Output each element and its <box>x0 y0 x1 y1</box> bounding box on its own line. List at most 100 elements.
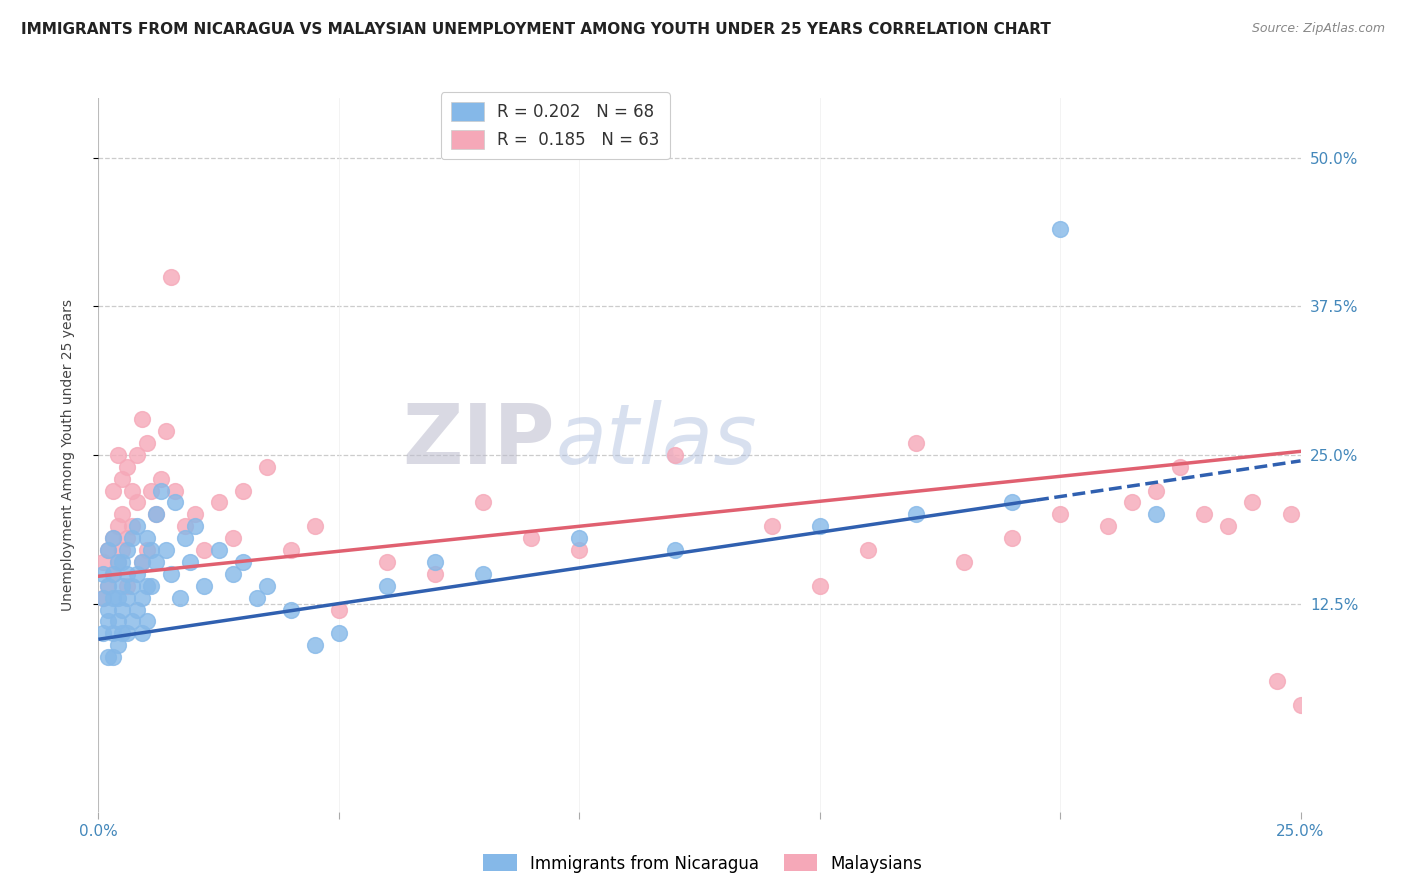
Point <box>423 555 446 569</box>
Point <box>125 519 148 533</box>
Point <box>91 566 114 581</box>
Point <box>159 566 181 581</box>
Point <box>117 566 139 581</box>
Point <box>117 531 139 545</box>
Point <box>131 412 153 426</box>
Point <box>1279 508 1302 522</box>
Point <box>117 543 139 558</box>
Point <box>953 555 976 569</box>
Point <box>111 543 134 558</box>
Point <box>101 531 124 545</box>
Point <box>208 495 231 509</box>
Point <box>280 543 302 558</box>
Point <box>107 448 129 462</box>
Point <box>1001 495 1024 509</box>
Point <box>328 602 350 616</box>
Point <box>174 531 197 545</box>
Point <box>1144 508 1167 522</box>
Point <box>179 555 201 569</box>
Point <box>165 495 187 509</box>
Point <box>246 591 269 605</box>
Point <box>101 483 124 498</box>
Point <box>568 531 591 545</box>
Text: atlas: atlas <box>555 401 756 481</box>
Point <box>904 436 927 450</box>
Text: IMMIGRANTS FROM NICARAGUA VS MALAYSIAN UNEMPLOYMENT AMONG YOUTH UNDER 25 YEARS C: IMMIGRANTS FROM NICARAGUA VS MALAYSIAN U… <box>21 22 1050 37</box>
Point <box>111 555 134 569</box>
Point <box>222 566 245 581</box>
Point <box>149 483 172 498</box>
Point <box>232 483 254 498</box>
Point <box>111 508 134 522</box>
Point <box>159 269 181 284</box>
Point <box>193 579 215 593</box>
Point <box>1241 495 1264 509</box>
Point <box>121 579 143 593</box>
Point <box>222 531 245 545</box>
Point <box>280 602 302 616</box>
Point <box>256 579 278 593</box>
Point <box>125 448 148 462</box>
Point <box>165 483 187 498</box>
Point <box>1265 673 1288 688</box>
Point <box>155 424 177 438</box>
Point <box>111 472 134 486</box>
Point <box>141 543 163 558</box>
Point <box>145 508 167 522</box>
Point <box>101 626 124 640</box>
Point <box>135 615 157 629</box>
Point <box>375 579 398 593</box>
Point <box>135 531 157 545</box>
Point <box>856 543 879 558</box>
Point <box>131 555 153 569</box>
Point <box>107 555 129 569</box>
Point <box>208 543 231 558</box>
Point <box>101 650 124 665</box>
Point <box>91 555 114 569</box>
Point <box>117 579 139 593</box>
Point <box>232 555 254 569</box>
Point <box>141 483 163 498</box>
Point <box>328 626 350 640</box>
Y-axis label: Unemployment Among Youth under 25 years: Unemployment Among Youth under 25 years <box>60 299 75 611</box>
Point <box>101 566 124 581</box>
Point <box>125 602 148 616</box>
Point <box>97 602 120 616</box>
Point <box>125 566 148 581</box>
Point <box>101 591 124 605</box>
Text: Source: ZipAtlas.com: Source: ZipAtlas.com <box>1251 22 1385 36</box>
Point <box>121 531 143 545</box>
Point <box>183 519 205 533</box>
Point <box>472 495 495 509</box>
Point <box>135 436 157 450</box>
Point <box>1049 508 1071 522</box>
Point <box>193 543 215 558</box>
Point <box>107 591 129 605</box>
Point <box>1097 519 1119 533</box>
Point <box>304 519 326 533</box>
Point <box>125 495 148 509</box>
Point <box>131 555 153 569</box>
Text: ZIP: ZIP <box>402 401 555 481</box>
Point <box>97 543 120 558</box>
Point <box>169 591 191 605</box>
Point <box>904 508 927 522</box>
Point <box>97 579 120 593</box>
Point <box>107 519 129 533</box>
Point <box>111 626 134 640</box>
Point <box>101 566 124 581</box>
Point <box>1001 531 1024 545</box>
Point <box>107 555 129 569</box>
Point <box>101 531 124 545</box>
Point <box>568 543 591 558</box>
Point <box>117 459 139 474</box>
Point <box>256 459 278 474</box>
Point <box>121 519 143 533</box>
Point <box>121 483 143 498</box>
Point <box>174 519 197 533</box>
Point <box>111 579 134 593</box>
Point <box>664 448 686 462</box>
Point <box>145 508 167 522</box>
Legend: Immigrants from Nicaragua, Malaysians: Immigrants from Nicaragua, Malaysians <box>477 847 929 880</box>
Point <box>761 519 783 533</box>
